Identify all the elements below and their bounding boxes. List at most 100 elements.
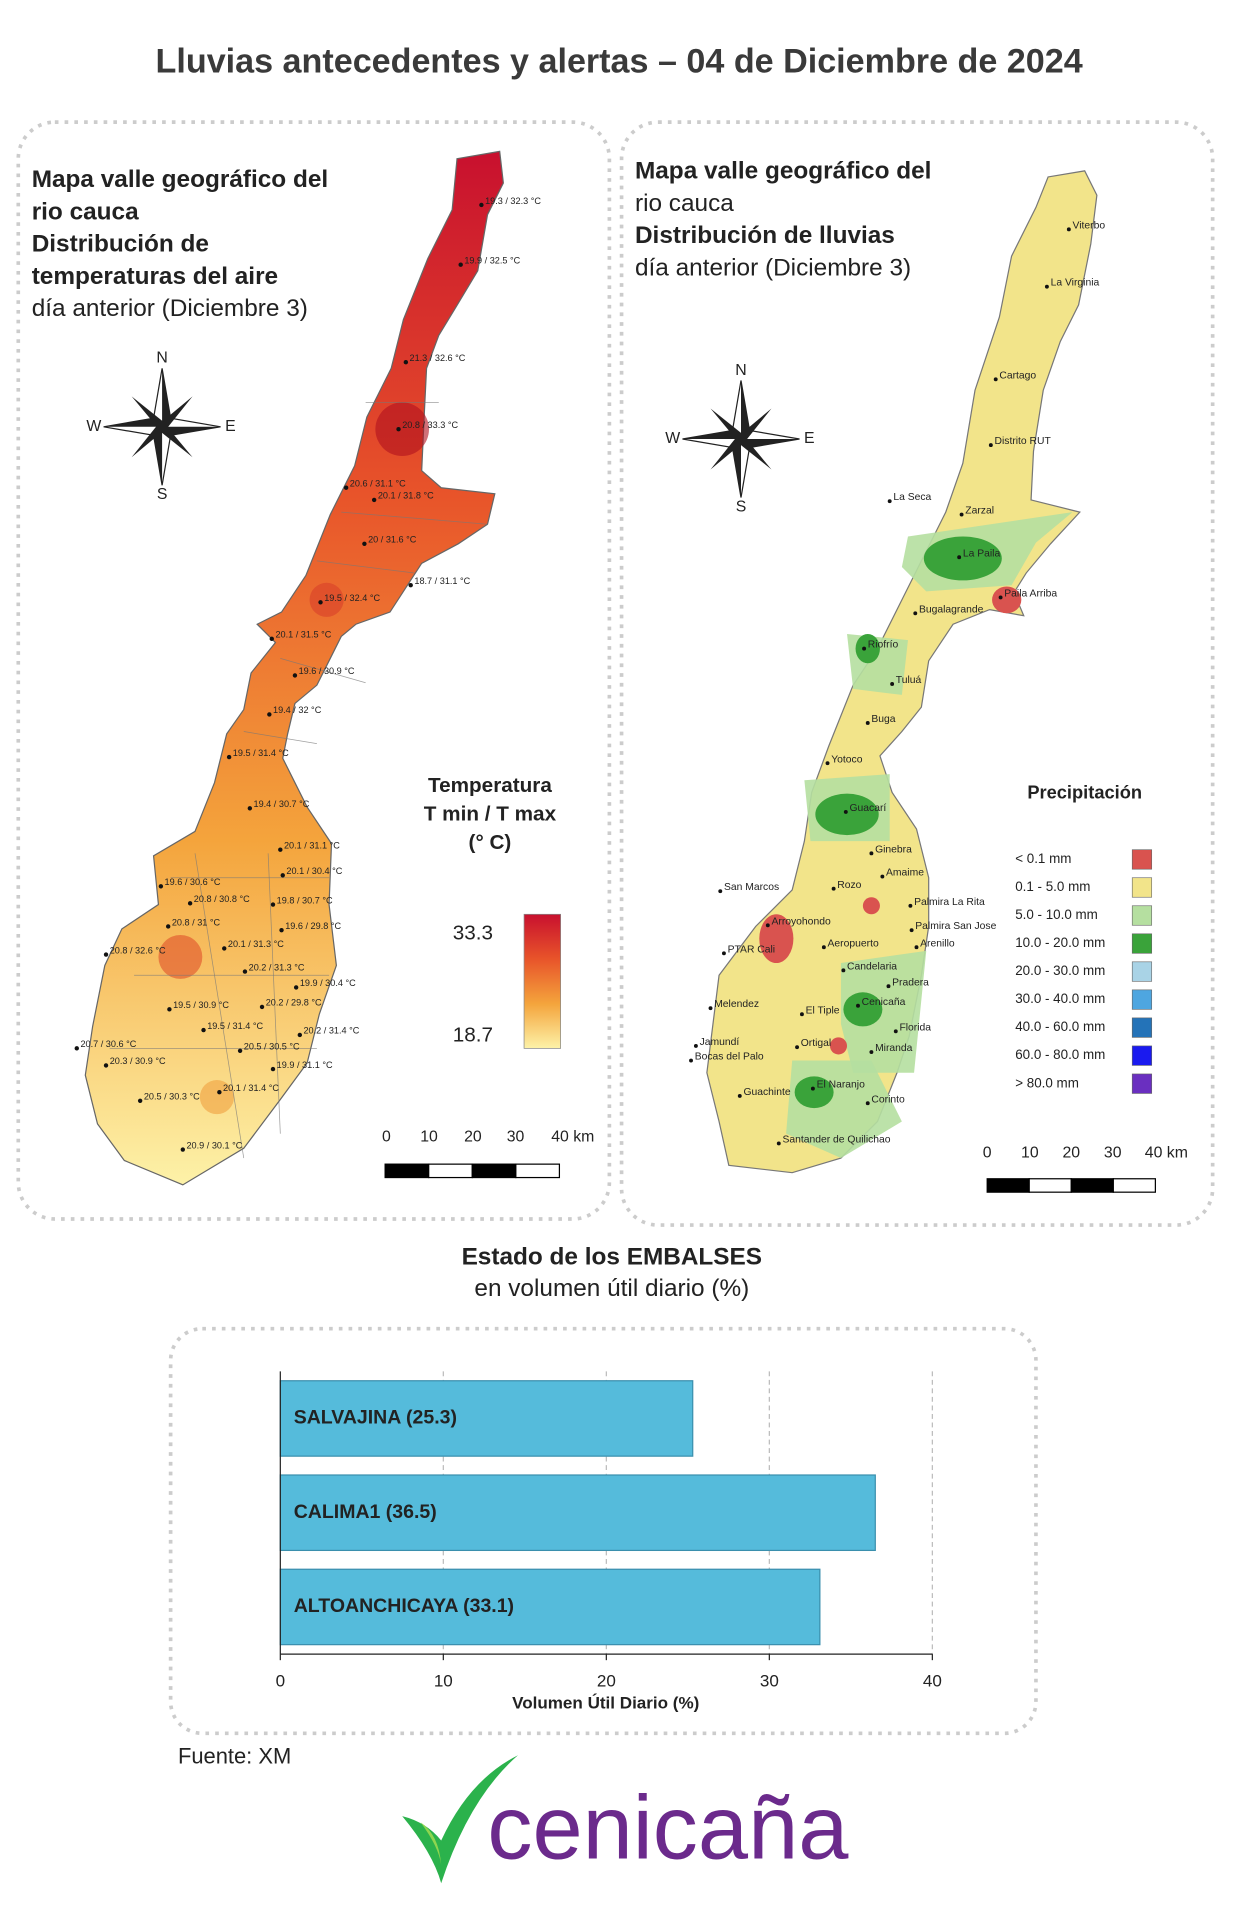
station-label: Santander de Quilichao	[782, 1135, 890, 1146]
station-label: 20.1 / 31.4 °C	[223, 1083, 279, 1093]
station-dot	[856, 1003, 860, 1008]
station-label: Tuluá	[896, 675, 922, 686]
legend-max: 33.3	[453, 921, 493, 944]
station-dot	[843, 809, 848, 814]
station-label: Paila Arriba	[1004, 589, 1057, 600]
station-label: Corinto	[871, 1094, 905, 1105]
station-dot	[869, 1050, 874, 1054]
station-label: Palmira La Rita	[914, 897, 985, 908]
station-label: Guacarí	[849, 803, 886, 814]
station-dot	[1044, 284, 1049, 289]
chart-title: Estado de los EMBALSES	[462, 1243, 762, 1270]
station-label: 21.3 / 32.6 °C	[410, 353, 466, 363]
legend-label: < 0.1 mm	[1015, 851, 1071, 866]
legend-swatch	[1131, 989, 1153, 1010]
legend-gradient	[523, 913, 561, 1049]
station-label: 20.1 / 31.3 °C	[228, 939, 284, 949]
station-label: Guachinte	[743, 1087, 790, 1098]
station-label: PTAR Cali	[728, 944, 776, 955]
station-dot	[292, 673, 298, 678]
station-label: Palmira San Jose	[915, 921, 996, 932]
legend-swatch	[1131, 1073, 1153, 1094]
scale-label: 40 km	[551, 1129, 594, 1146]
scale-label: 10	[420, 1129, 438, 1146]
station-dot	[908, 903, 913, 908]
station-label: La Seca	[893, 492, 931, 503]
station-label: 19.3 / 32.3 °C	[485, 196, 541, 206]
station-dot	[825, 761, 830, 766]
station-label: Bocas del Palo	[695, 1052, 764, 1063]
station-dot	[821, 945, 826, 950]
map-title-line: Distribución de	[32, 231, 209, 258]
legend-swatch	[1131, 905, 1153, 926]
station-label: 19.5 / 32.4 °C	[324, 593, 380, 603]
legend-swatch	[1131, 933, 1153, 954]
compass-letter: S	[736, 498, 747, 515]
compass-letter: N	[735, 362, 746, 379]
station-dot	[137, 1098, 143, 1103]
station-label: Viterbo	[1073, 220, 1106, 231]
station-label: Ginebra	[875, 844, 912, 855]
station-dot	[187, 901, 193, 906]
station-dot	[318, 600, 323, 605]
map-title-line: Mapa valle geográfico del	[32, 166, 328, 193]
station-dot	[865, 1101, 870, 1106]
legend-label: 10.0 - 20.0 mm	[1015, 935, 1105, 950]
station-dot	[957, 555, 962, 560]
station-label: Miranda	[875, 1043, 913, 1054]
station-label: Riofrío	[868, 640, 899, 651]
station-label: 19.4 / 30.7 °C	[254, 799, 310, 809]
station-dot	[988, 443, 993, 448]
station-dot	[396, 427, 401, 432]
scale-label: 20	[1062, 1144, 1080, 1161]
station-label: Cartago	[999, 370, 1036, 381]
station-label: Yotoco	[831, 754, 863, 765]
station-label: 20.1 / 31.1 °C	[284, 840, 340, 850]
rain-zone-dry	[829, 1037, 848, 1055]
station-dot	[893, 1029, 898, 1034]
station-label: Candelaria	[847, 961, 897, 972]
scale-label: 10	[1021, 1144, 1039, 1161]
scale-segment	[428, 1163, 473, 1179]
x-tick-label: 40	[923, 1672, 942, 1691]
map-title-line: rio cauca	[32, 198, 139, 225]
station-dot	[880, 874, 885, 879]
station-label: Jamundí	[700, 1037, 740, 1048]
rain-zone-light	[840, 950, 927, 1073]
compass-rose-fill	[103, 368, 221, 486]
legend-swatch	[1131, 877, 1153, 898]
rain-zone-dark	[855, 633, 880, 664]
station-dot	[776, 1141, 781, 1146]
scale-label: 40 km	[1145, 1144, 1188, 1161]
scale-label: 30	[1104, 1144, 1122, 1161]
legend-title: Temperatura	[428, 774, 552, 797]
station-label: 20.8 / 33.3 °C	[402, 420, 458, 430]
station-label: 20.5 / 30.5 °C	[244, 1042, 300, 1052]
station-dot	[278, 847, 283, 852]
legend-swatch	[1131, 1045, 1153, 1066]
bar	[279, 1380, 694, 1457]
compass-letter: E	[225, 418, 236, 435]
station-label: 20.8 / 30.8 °C	[194, 894, 250, 904]
scale-segment	[1028, 1178, 1072, 1193]
station-dot	[831, 886, 836, 891]
station-label: 20.2 / 31.4 °C	[303, 1026, 359, 1036]
x-tick-label: 10	[434, 1672, 453, 1691]
station-label: 19.5 / 31.4 °C	[233, 748, 289, 758]
temperature-boundary	[267, 853, 281, 1134]
station-label: Distrito RUT	[995, 436, 1052, 447]
station-dot	[708, 1006, 713, 1011]
scale-segment	[471, 1163, 517, 1179]
legend-label: 60.0 - 80.0 mm	[1015, 1047, 1105, 1062]
station-label: 20.2 / 31.3 °C	[249, 962, 305, 972]
compass-letter: E	[804, 430, 815, 447]
chart-subtitle: en volumen útil diario (%)	[474, 1275, 749, 1302]
station-dot	[242, 969, 248, 974]
station-dot	[362, 541, 367, 546]
station-label: El Naranjo	[817, 1080, 866, 1091]
station-dot	[279, 927, 284, 933]
legend-swatch	[1131, 1017, 1153, 1038]
station-label: 20.2 / 29.8 °C	[266, 998, 322, 1008]
station-label: 20.1 / 30.4 °C	[286, 866, 342, 876]
